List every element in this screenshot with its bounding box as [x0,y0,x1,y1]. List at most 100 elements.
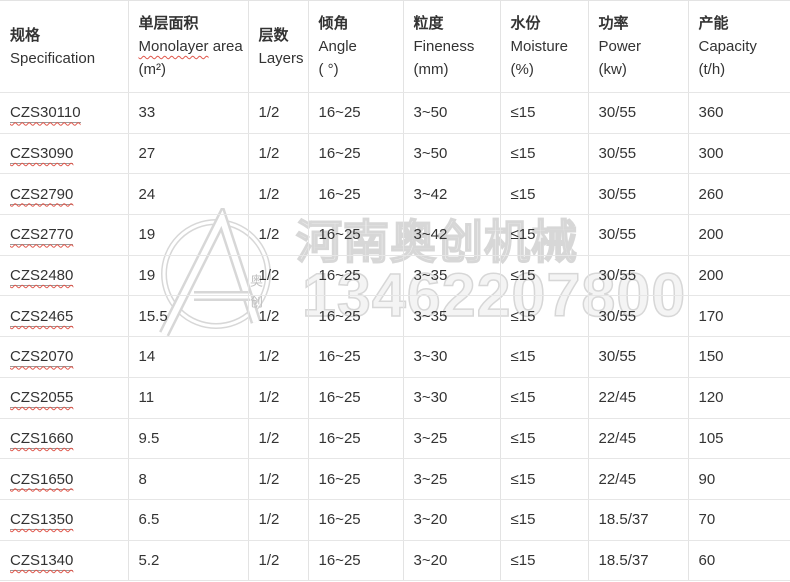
cell-value: 3~30 [413,389,448,407]
spec-underline: CZS1340 [10,551,74,571]
cell-value: 16~25 [318,104,361,122]
cell-value: 260 [698,185,724,203]
cell-value: 22/45 [598,470,637,488]
cell-value: 3~42 [413,226,448,244]
cell-value: ≤15 [510,185,536,203]
cell-value: 16~25 [318,389,361,407]
cell-value: 1/2 [258,511,280,529]
table-row: CZS1340 5.2 1/2 16~25 3~20 ≤15 18.5/37 6… [0,540,790,582]
cell-value: ≤15 [510,470,536,488]
cell-layers: 1/2 [247,133,308,175]
cell-power: 22/45 [587,458,688,500]
header-unit: (m²) [138,61,166,78]
cell-layers: 1/2 [247,499,308,541]
cell-power: 30/55 [587,255,688,297]
cell-value: 18.5/37 [598,551,649,569]
cell-value: 18.5/37 [598,511,649,529]
cell-value: ≤15 [510,104,536,122]
header-capacity: 产能 Capacity (t/h) [687,0,790,93]
cell-value: 120 [698,389,724,407]
cell-value: 9.5 [138,429,160,447]
header-unit: (t/h) [698,61,726,78]
cell-value: 30/55 [598,185,637,203]
header-en: Fineness [413,38,475,55]
header-specification: 规格 Specification [0,0,128,93]
cell-layers: 1/2 [247,458,308,500]
cell-value: 170 [698,307,724,325]
cell-value: 1/2 [258,551,280,569]
spec-underline: CZS1650 [10,470,74,490]
cell-value: 90 [698,470,716,488]
header-en: Angle [318,38,357,55]
table-row: CZS1650 8 1/2 16~25 3~25 ≤15 22/45 90 [0,458,790,500]
spec-text: CZS1350 [10,511,74,529]
cell-value: ≤15 [510,389,536,407]
spec-text: CZS2465 [10,307,74,325]
cell-fineness: 3~35 [402,295,500,338]
cell-fineness: 3~20 [402,499,500,541]
spec-underline: CZS1660 [10,429,74,449]
cell-angle: 16~25 [307,214,403,256]
spec-underline: CZS2465 [10,307,74,327]
cell-value: 19 [138,267,156,285]
cell-capacity: 200 [687,255,790,297]
cell-specification: CZS1650 [0,458,128,500]
cell-value: 1/2 [258,470,280,488]
cell-value: 22/45 [598,429,637,447]
cell-value: 3~50 [413,145,448,163]
cell-moisture: ≤15 [499,377,588,419]
cell-layers: 1/2 [247,418,308,460]
header-zh: 层数 [258,26,289,44]
table-row: CZS3090 27 1/2 16~25 3~50 ≤15 30/55 300 [0,133,790,175]
cell-angle: 16~25 [307,295,403,338]
cell-value: ≤15 [510,348,536,366]
cell-value: 3~25 [413,470,448,488]
header-zh: 倾角 [318,15,349,32]
header-en: Layers [258,49,304,67]
table-row: CZS1660 9.5 1/2 16~25 3~25 ≤15 22/45 105 [0,418,790,460]
spec-underline: CZS2480 [10,267,74,287]
cell-value: 30/55 [598,348,637,366]
cell-capacity: 170 [687,295,790,338]
cell-moisture: ≤15 [499,214,588,256]
cell-specification: CZS2790 [0,173,128,216]
cell-value: 15.5 [138,307,168,325]
spec-underline: CZS2055 [10,389,74,409]
cell-value: 3~50 [413,104,448,122]
cell-value: ≤15 [510,226,536,244]
cell-value: 3~42 [413,185,448,203]
cell-capacity: 200 [687,214,790,256]
cell-specification: CZS2070 [0,336,128,378]
cell-fineness: 3~30 [402,377,500,419]
cell-capacity: 105 [687,418,790,460]
cell-monolayer-area: 15.5 [127,295,248,338]
cell-value: 1/2 [258,185,280,203]
cell-value: 1/2 [258,145,280,163]
header-zh: 产能 [698,15,729,32]
spec-text: CZS3090 [10,145,74,163]
cell-value: 3~20 [413,511,448,529]
spec-underline: CZS2070 [10,348,74,368]
cell-monolayer-area: 19 [127,255,248,297]
header-layers: 层数 Layers [247,0,308,93]
cell-value: 11 [138,389,155,407]
cell-value: 360 [698,104,724,122]
cell-layers: 1/2 [247,540,308,582]
cell-specification: CZS30110 [0,92,128,134]
table-row: CZS2480 19 1/2 16~25 3~35 ≤15 30/55 200 [0,255,790,297]
cell-value: 22/45 [598,389,637,407]
cell-angle: 16~25 [307,458,403,500]
cell-angle: 16~25 [307,540,403,582]
cell-fineness: 3~30 [402,336,500,378]
cell-moisture: ≤15 [499,173,588,216]
cell-value: 8 [138,470,147,488]
header-en: Monolayer area [139,35,248,58]
cell-value: 60 [698,551,716,569]
spec-text: CZS2480 [10,267,74,285]
header-en: Moisture [510,38,569,55]
cell-specification: CZS2055 [0,377,128,419]
spec-text: CZS2770 [10,226,74,244]
cell-value: 16~25 [318,185,361,203]
cell-power: 30/55 [587,173,688,216]
